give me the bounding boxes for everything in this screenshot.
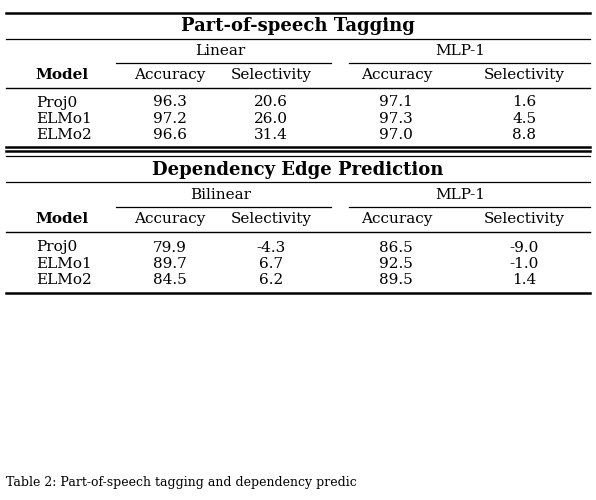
Text: 6.7: 6.7: [259, 257, 283, 271]
Text: 97.1: 97.1: [380, 96, 413, 110]
Text: ELMo2: ELMo2: [36, 273, 92, 287]
Text: 89.5: 89.5: [380, 273, 413, 287]
Text: -1.0: -1.0: [510, 257, 539, 271]
Text: MLP-1: MLP-1: [436, 188, 485, 202]
Text: 6.2: 6.2: [259, 273, 283, 287]
Text: -9.0: -9.0: [510, 240, 539, 254]
Text: Accuracy: Accuracy: [361, 68, 432, 82]
Text: 1.4: 1.4: [513, 273, 536, 287]
Text: 31.4: 31.4: [254, 128, 288, 142]
Text: Dependency Edge Prediction: Dependency Edge Prediction: [153, 161, 443, 179]
Text: 1.6: 1.6: [513, 96, 536, 110]
Text: 96.6: 96.6: [153, 128, 187, 142]
Text: Accuracy: Accuracy: [134, 212, 206, 226]
Text: 84.5: 84.5: [153, 273, 187, 287]
Text: Model: Model: [36, 68, 89, 82]
Text: Accuracy: Accuracy: [134, 68, 206, 82]
Text: ELMo1: ELMo1: [36, 257, 92, 271]
Text: Table 2: Part-of-speech tagging and dependency predic: Table 2: Part-of-speech tagging and depe…: [6, 476, 357, 489]
Text: Proj0: Proj0: [36, 96, 77, 110]
Text: 4.5: 4.5: [513, 112, 536, 126]
Text: Selectivity: Selectivity: [231, 68, 312, 82]
Text: 26.0: 26.0: [254, 112, 288, 126]
Text: 96.3: 96.3: [153, 96, 187, 110]
Text: Bilinear: Bilinear: [190, 188, 251, 202]
Text: 97.0: 97.0: [380, 128, 413, 142]
Text: Selectivity: Selectivity: [484, 68, 565, 82]
Text: Accuracy: Accuracy: [361, 212, 432, 226]
Text: Linear: Linear: [195, 44, 246, 58]
Text: Part-of-speech Tagging: Part-of-speech Tagging: [181, 17, 415, 35]
Text: 92.5: 92.5: [380, 257, 413, 271]
Text: 97.3: 97.3: [380, 112, 413, 126]
Text: ELMo2: ELMo2: [36, 128, 92, 142]
Text: MLP-1: MLP-1: [436, 44, 485, 58]
Text: 86.5: 86.5: [380, 240, 413, 254]
Text: 8.8: 8.8: [513, 128, 536, 142]
Text: Selectivity: Selectivity: [484, 212, 565, 226]
Text: 79.9: 79.9: [153, 240, 187, 254]
Text: 20.6: 20.6: [254, 96, 288, 110]
Text: Proj0: Proj0: [36, 240, 77, 254]
Text: 89.7: 89.7: [153, 257, 187, 271]
Text: ELMo1: ELMo1: [36, 112, 92, 126]
Text: Selectivity: Selectivity: [231, 212, 312, 226]
Text: 97.2: 97.2: [153, 112, 187, 126]
Text: -4.3: -4.3: [256, 240, 286, 254]
Text: Model: Model: [36, 212, 89, 226]
